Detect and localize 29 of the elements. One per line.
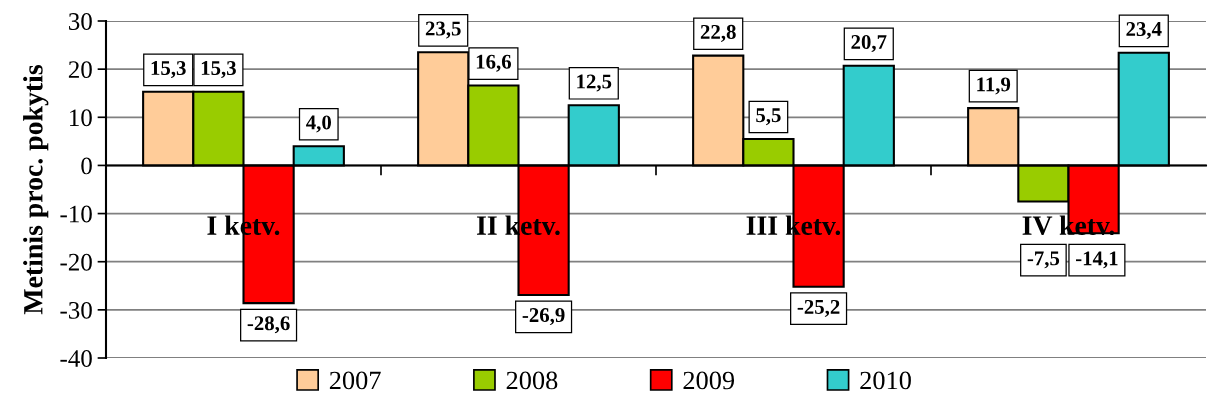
data-label: 4,0 [306, 115, 332, 133]
data-label: 20,7 [851, 34, 887, 53]
data-label: -28,6 [247, 316, 290, 334]
legend-label: 2010 [860, 371, 911, 390]
data-label: 11,9 [977, 77, 1011, 95]
y-tick-label: 10 [70, 109, 92, 127]
data-label: 22,8 [700, 24, 736, 42]
legend-label: 2008 [506, 371, 558, 390]
y-tick-label: -10 [60, 205, 92, 223]
data-label: 16,6 [476, 54, 512, 72]
legend-label: 2007 [329, 371, 381, 390]
data-label: -26,9 [522, 308, 565, 326]
data-label: 23,4 [1126, 22, 1162, 40]
data-label: -7,5 [1027, 251, 1060, 269]
y-tick-label: 0 [81, 157, 92, 175]
data-label: -25,2 [797, 299, 840, 317]
data-label: 15,3 [201, 61, 236, 79]
y-tick-label: 30 [69, 13, 92, 30]
y-tick-label: -20 [60, 253, 92, 271]
y-axis-title: Metinis proc. pokytis [23, 65, 49, 315]
legend-label: 2009 [683, 371, 735, 390]
y-tick-label: -30 [60, 301, 92, 319]
data-label: -14,1 [1075, 251, 1118, 269]
data-label: 5,5 [756, 108, 781, 126]
data-label: 12,5 [577, 74, 612, 92]
y-tick-label: 20 [68, 61, 92, 79]
y-tick-label: -40 [60, 350, 92, 367]
data-label: 23,5 [425, 21, 461, 39]
data-label: 15,3 [151, 61, 186, 79]
